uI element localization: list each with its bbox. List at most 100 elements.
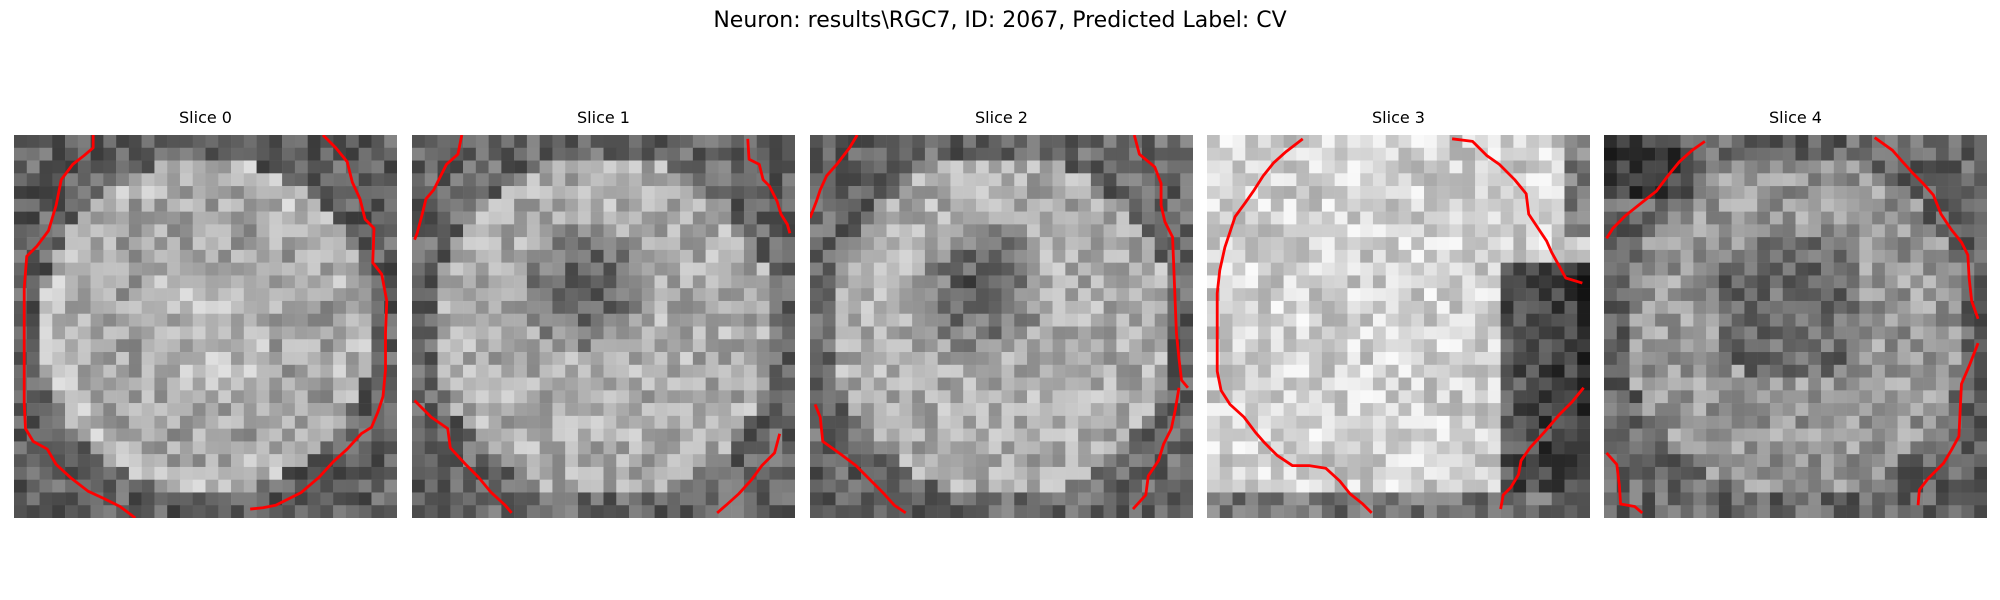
pixel: [912, 300, 926, 314]
pixel: [654, 326, 668, 340]
pixel: [1769, 275, 1783, 289]
pixel: [924, 262, 938, 276]
pixel: [1398, 160, 1412, 174]
pixel: [861, 339, 875, 353]
pixel: [1245, 377, 1259, 391]
pixel: [1500, 326, 1514, 340]
pixel: [1655, 428, 1669, 442]
pixel: [450, 275, 464, 289]
pixel: [1078, 352, 1092, 366]
pixel: [1180, 415, 1193, 429]
pixel: [39, 415, 53, 429]
pixel: [912, 479, 926, 493]
pixel: [1232, 275, 1246, 289]
pixel: [1526, 428, 1540, 442]
pixel: [1180, 454, 1193, 468]
pixel: [1757, 492, 1771, 506]
pixel: [358, 454, 372, 468]
pixel: [835, 262, 849, 276]
pixel: [1538, 466, 1552, 480]
pixel: [514, 288, 528, 302]
pixel: [1334, 160, 1348, 174]
pixel: [1782, 428, 1796, 442]
pixel: [1693, 275, 1707, 289]
pixel: [1027, 492, 1041, 506]
pixel: [1487, 377, 1501, 391]
pixel: [1795, 492, 1809, 506]
pixel: [333, 313, 347, 327]
pixel: [154, 249, 168, 263]
pixel: [924, 313, 938, 327]
pixel: [1334, 147, 1348, 161]
pixel: [1795, 186, 1809, 200]
pixel: [680, 415, 694, 429]
pixel: [1103, 505, 1117, 518]
pixel: [886, 147, 900, 161]
pixel: [1706, 326, 1720, 340]
pixel: [1219, 198, 1233, 212]
pixel: [1884, 198, 1898, 212]
pixel: [488, 428, 502, 442]
pixel: [667, 492, 681, 506]
pixel: [1693, 454, 1707, 468]
pixel: [822, 135, 836, 149]
pixel: [205, 300, 219, 314]
pixel: [1538, 275, 1552, 289]
pixel: [1897, 186, 1911, 200]
pixel: [667, 403, 681, 417]
pixel: [269, 415, 283, 429]
pixel: [77, 313, 91, 327]
pixel: [1129, 364, 1143, 378]
pixel: [873, 339, 887, 353]
pixel: [116, 288, 130, 302]
pixel: [1347, 249, 1361, 263]
pixel: [256, 173, 270, 187]
pixel: [1551, 352, 1565, 366]
pixel: [1078, 390, 1092, 404]
pixel: [873, 173, 887, 187]
pixel: [1436, 364, 1450, 378]
pixel: [1974, 275, 1987, 289]
pixel: [90, 300, 104, 314]
pixel: [1655, 415, 1669, 429]
pixel: [1693, 339, 1707, 353]
pixel: [167, 339, 181, 353]
pixel: [1065, 415, 1079, 429]
pixel: [1321, 403, 1335, 417]
pixel: [1513, 249, 1527, 263]
pixel: [1769, 262, 1783, 276]
pixel: [1078, 198, 1092, 212]
pixel: [192, 288, 206, 302]
pixel: [218, 505, 232, 518]
pixel: [1808, 288, 1822, 302]
pixel: [1487, 326, 1501, 340]
pixel: [1604, 428, 1618, 442]
pixel: [873, 377, 887, 391]
pixel: [1347, 288, 1361, 302]
pixel: [1001, 415, 1015, 429]
pixel: [1744, 300, 1758, 314]
pixel: [1935, 377, 1949, 391]
pixel: [667, 147, 681, 161]
pixel: [1655, 160, 1669, 174]
pixel: [128, 224, 142, 238]
pixel: [1296, 377, 1310, 391]
pixel: [231, 237, 245, 251]
pixel: [975, 173, 989, 187]
pixel: [1436, 198, 1450, 212]
pixel: [1129, 339, 1143, 353]
pixel: [590, 403, 604, 417]
pixel: [1027, 147, 1041, 161]
pixel: [1680, 300, 1694, 314]
pixel: [1103, 262, 1117, 276]
pixel: [282, 237, 296, 251]
pixel: [450, 160, 464, 174]
pixel: [1436, 237, 1450, 251]
pixel: [1884, 262, 1898, 276]
pixel: [937, 211, 951, 225]
pixel: [205, 428, 219, 442]
pixel: [1411, 275, 1425, 289]
pixel: [1884, 415, 1898, 429]
pixel: [1718, 262, 1732, 276]
pixel: [1923, 454, 1937, 468]
